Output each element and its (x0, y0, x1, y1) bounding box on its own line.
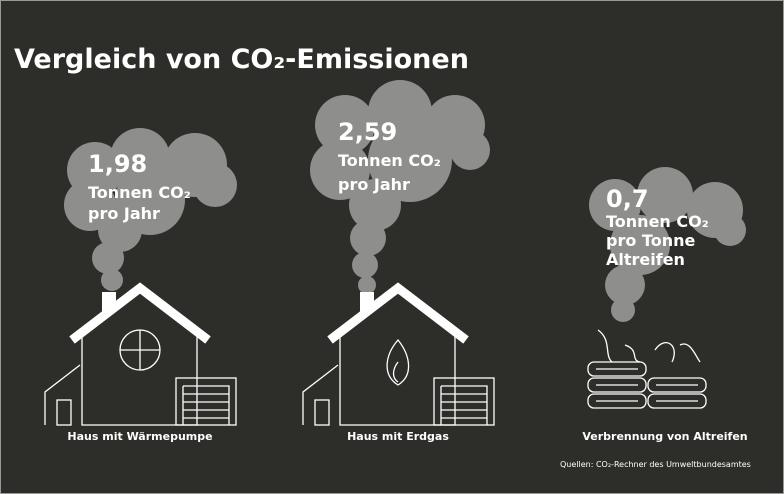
value: 1,98 (88, 150, 147, 178)
unit: Tonnen CO₂ (338, 151, 441, 170)
label: Verbrennung von Altreifen (582, 430, 747, 443)
label: Haus mit Wärmepumpe (67, 430, 212, 443)
title: Vergleich von CO₂-Emissionen (14, 44, 469, 75)
unit: pro Jahr (338, 175, 410, 194)
infographic: Vergleich von CO₂-Emissionen (0, 0, 784, 494)
value: 2,59 (338, 118, 397, 146)
value: 0,7 (606, 185, 649, 213)
source: Quellen: CO₂-Rechner des Umweltbundesamt… (560, 460, 751, 469)
unit: Tonnen CO₂ (606, 212, 709, 231)
unit: pro Tonne (606, 231, 695, 250)
unit: Tonnen CO₂ (88, 183, 191, 202)
unit: Altreifen (606, 250, 685, 269)
label: Haus mit Erdgas (347, 430, 449, 443)
unit: pro Jahr (88, 204, 160, 223)
